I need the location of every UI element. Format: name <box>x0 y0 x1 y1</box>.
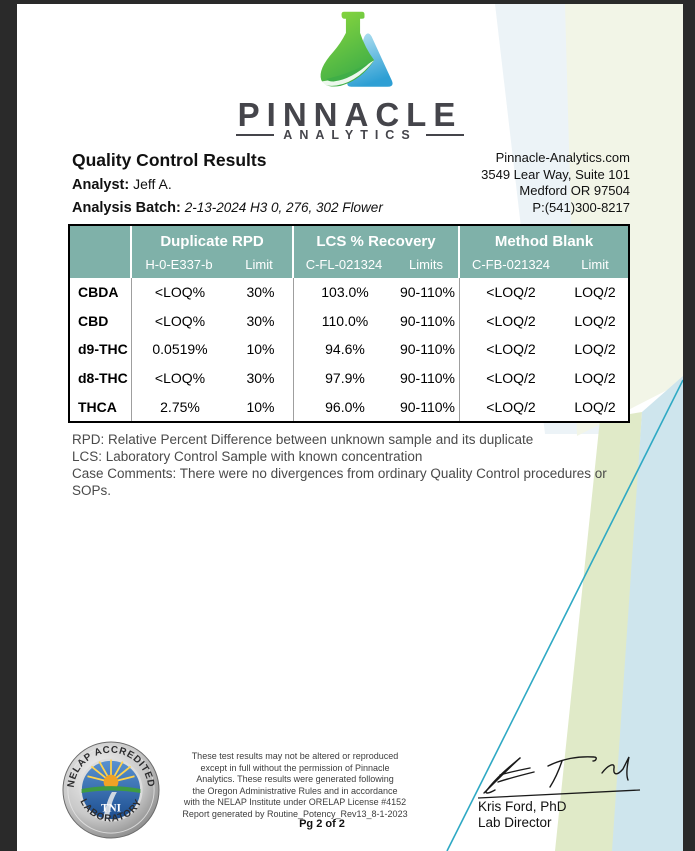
cell-rpd-limit: 10% <box>228 335 294 364</box>
cell-blank-limit: LOQ/2 <box>574 370 616 387</box>
road-icon <box>103 791 117 819</box>
cell-lcs: 96.0% <box>325 398 365 415</box>
disclaimer-line: These test results may not be altered or… <box>191 751 399 761</box>
table-row: d9-THC 0.0519% 10% 94.6% 90-110% <LOQ/2 … <box>70 335 628 364</box>
cell-blank: <LOQ/2 <box>486 284 536 301</box>
cell-rpd-limit: 30% <box>228 363 294 393</box>
cell-rpd: <LOQ% <box>154 312 206 329</box>
cell-lcs-limits: 90-110% <box>396 363 460 393</box>
group-title: Method Blank <box>494 233 594 250</box>
group-lcs-recovery: LCS % Recovery C-FL-021324 Limits <box>294 226 460 278</box>
note-lcs: LCS: Laboratory Control Sample with know… <box>72 449 423 464</box>
cell-lcs-limits: 90-110% <box>396 306 460 336</box>
cell-rpd: 2.75% <box>160 398 200 415</box>
cell-lcs: 103.0% <box>321 284 369 301</box>
contact-street: 3549 Lear Way, Suite 101 <box>481 166 630 182</box>
signature-scribble-icon <box>477 756 641 799</box>
note-rpd: RPD: Relative Percent Difference between… <box>72 432 534 447</box>
cell-lcs: 110.0% <box>321 312 369 329</box>
flask-leaf-logo-icon <box>320 11 393 87</box>
subheader-sample-id: H-0-E337-b <box>145 257 213 272</box>
cell-lcs-limits: 90-110% <box>396 392 460 421</box>
cell-lcs-limits: 90-110% <box>396 335 460 364</box>
signer-name: Kris Ford, PhD <box>478 799 567 814</box>
analyst-label: Analyst: <box>72 177 130 193</box>
batch-value: 2-13-2024 H3 0, 276, 302 Flower <box>184 200 383 215</box>
cell-blank-limit: LOQ/2 <box>574 398 616 415</box>
cell-rpd-limit: 10% <box>228 392 294 421</box>
report-page: PINNACLE ANALYTICS Quality Control Resul… <box>17 4 683 851</box>
tagline-rule-left <box>236 134 275 136</box>
contact-phone: P:(541)300-8217 <box>532 199 630 215</box>
brand-name: PINNACLE <box>237 96 463 133</box>
analyte-label: d9-THC <box>70 335 132 364</box>
group-duplicate-rpd: Duplicate RPD H-0-E337-b Limit <box>132 226 294 278</box>
cell-rpd-limit: 30% <box>228 278 294 307</box>
seal-center-text: TNI <box>101 803 121 815</box>
cell-rpd-limit: 30% <box>228 306 294 336</box>
signature-block: Kris Ford, PhD Lab Director <box>470 745 670 830</box>
page-title: Quality Control Results <box>72 150 267 170</box>
cell-blank: <LOQ/2 <box>486 312 536 329</box>
cell-blank: <LOQ/2 <box>486 370 536 387</box>
subheader-sample-id: C-FL-021324 <box>305 257 383 272</box>
note-case-comments: Case Comments: There were no divergences… <box>72 466 607 498</box>
subheader-limit: Limit <box>581 257 609 272</box>
batch-label: Analysis Batch: <box>72 200 181 216</box>
brand-tagline: ANALYTICS <box>283 128 417 142</box>
analyte-label: CBDA <box>70 278 132 307</box>
cell-lcs-limits: 90-110% <box>396 278 460 307</box>
analyte-label: d8-THC <box>70 363 132 393</box>
cell-blank-limit: LOQ/2 <box>574 341 616 358</box>
group-title: LCS % Recovery <box>316 233 436 250</box>
table-header: Duplicate RPD H-0-E337-b Limit LCS % Rec… <box>70 226 628 278</box>
table-row: THCA 2.75% 10% 96.0% 90-110% <LOQ/2 LOQ/… <box>70 392 628 421</box>
cell-blank: <LOQ/2 <box>486 341 536 358</box>
qc-results-table: Duplicate RPD H-0-E337-b Limit LCS % Rec… <box>68 224 630 423</box>
disclaimer-line: Report generated by Routine_Potency_Rev1… <box>182 808 408 819</box>
table-row: CBDA <LOQ% 30% 103.0% 90-110% <LOQ/2 LOQ… <box>70 278 628 307</box>
sun-icon <box>103 774 119 790</box>
nelap-accredited-seal: TNI NELAP ACCREDITED LABORATORY <box>62 741 160 839</box>
subheader-sample-id: C-FB-021324 <box>471 257 551 272</box>
page-number: Pg 2 of 2 <box>299 818 345 830</box>
table-row: d8-THC <LOQ% 30% 97.9% 90-110% <LOQ/2 LO… <box>70 363 628 393</box>
cell-rpd: <LOQ% <box>154 370 206 387</box>
cell-lcs: 97.9% <box>325 370 365 387</box>
table-body: CBDA <LOQ% 30% 103.0% 90-110% <LOQ/2 LOQ… <box>70 278 628 421</box>
analyte-label: THCA <box>70 392 132 421</box>
cell-blank-limit: LOQ/2 <box>574 284 616 301</box>
tagline-rule-right <box>425 134 464 136</box>
signer-title: Lab Director <box>478 814 552 830</box>
analyst-value: Jeff A. <box>133 176 172 192</box>
cell-rpd: <LOQ% <box>154 284 206 301</box>
contact-website: Pinnacle-Analytics.com <box>495 150 630 165</box>
disclaimer-line: except in full without the permission of… <box>200 762 390 773</box>
brand-tagline-row: ANALYTICS <box>17 128 683 142</box>
subheader-limit: Limit <box>245 257 273 272</box>
disclaimer-block: These test results may not be altered or… <box>165 751 425 821</box>
subheader-limit: Limits <box>409 257 443 272</box>
cell-blank: <LOQ/2 <box>486 398 536 415</box>
contact-city: Medford OR 97504 <box>519 183 630 198</box>
table-row: CBD <LOQ% 30% 110.0% 90-110% <LOQ/2 LOQ/… <box>70 306 628 336</box>
lab-contact-block: Pinnacle-Analytics.com 3549 Lear Way, Su… <box>481 150 630 216</box>
cell-lcs: 94.6% <box>325 341 365 358</box>
qc-notes: RPD: Relative Percent Difference between… <box>72 431 628 499</box>
group-title: Duplicate RPD <box>160 233 264 250</box>
analyst-line: Analyst: Jeff A. <box>72 176 172 193</box>
analyte-label: CBD <box>70 306 132 336</box>
disclaimer-line: the Oregon Administrative Rules and in a… <box>192 785 398 796</box>
cell-rpd: 0.0519% <box>152 341 208 358</box>
table-corner-cell <box>70 226 132 278</box>
horizon-icon <box>81 786 141 793</box>
analysis-batch-line: Analysis Batch: 2-13-2024 H3 0, 276, 302… <box>72 199 383 216</box>
cell-blank-limit: LOQ/2 <box>574 312 616 329</box>
disclaimer-line: with the NELAP Institute under ORELAP Li… <box>183 797 407 808</box>
disclaimer-line: Analytics. These results were generated … <box>196 774 394 785</box>
group-method-blank: Method Blank C-FB-021324 Limit <box>460 226 628 278</box>
